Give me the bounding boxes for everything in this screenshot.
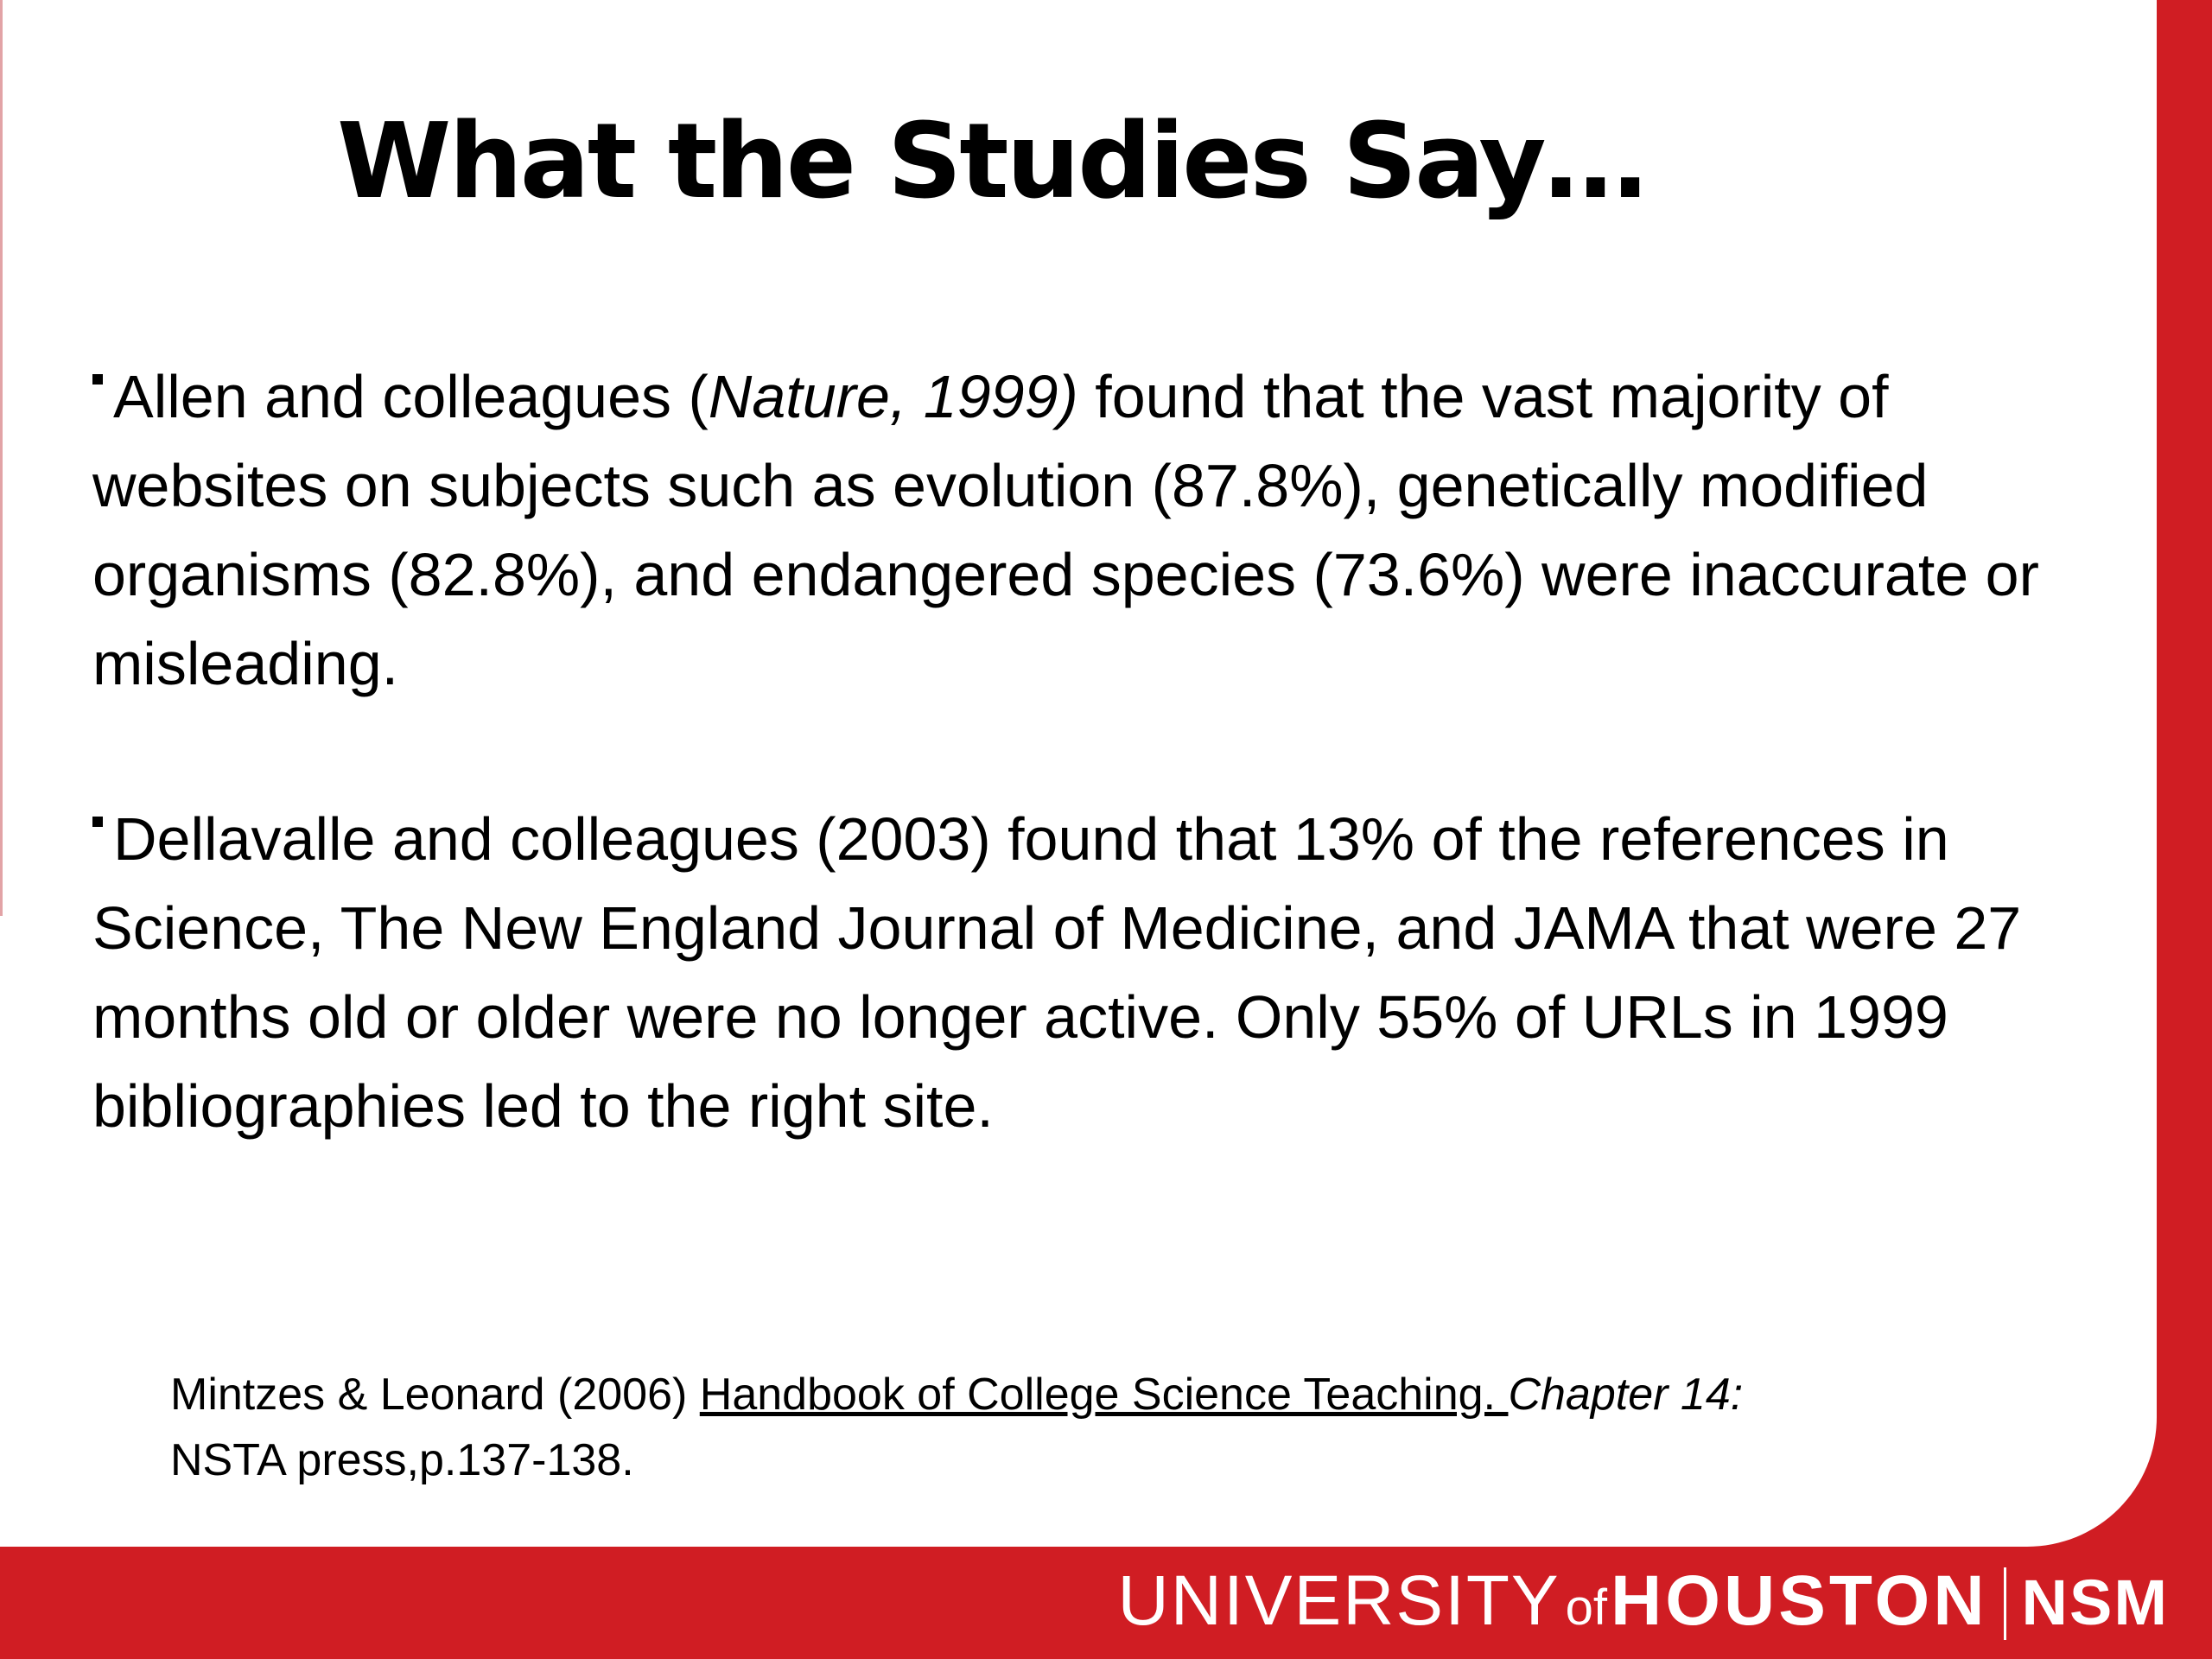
citation-authors: Mintzes & Leonard (2006) xyxy=(170,1370,700,1420)
square-bullet-icon xyxy=(92,373,103,385)
bullet-1-text-end: found that the vast majority of websites… xyxy=(92,363,2039,697)
logo-nsm-text: NSM xyxy=(2021,1567,2169,1638)
citation: Mintzes & Leonard (2006) Handbook of Col… xyxy=(170,1362,1743,1493)
bullet-dellavalle-study: Dellavalle and colleagues (2003) found t… xyxy=(92,795,2106,1151)
bullet-1-text-start: Allen and colleagues ( xyxy=(113,363,709,430)
citation-book-title: Handbook of College Science Teaching. xyxy=(699,1370,1509,1420)
slide-title: What the Studies Say… xyxy=(337,102,1648,222)
square-bullet-icon xyxy=(92,816,103,827)
content-panel: What the Studies Say… Allen and colleagu… xyxy=(0,0,2157,1547)
logo-university-text: UNIVERSITY xyxy=(1117,1561,1560,1640)
university-logo: UNIVERSITY of HOUSTON NSM xyxy=(1118,1560,2169,1647)
bullet-2-text: Dellavalle and colleagues (2003) found t… xyxy=(92,805,2022,1140)
logo-of-text: of xyxy=(1565,1580,1608,1636)
left-edge-accent xyxy=(0,0,3,916)
citation-publisher: NSTA press,p.137-138. xyxy=(170,1435,634,1485)
bullet-1-journal-italic: Nature, 1999) xyxy=(708,363,1078,430)
citation-chapter: Chapter 14: xyxy=(1508,1370,1744,1420)
bullet-allen-study: Allen and colleagues (Nature, 1999) foun… xyxy=(92,353,2106,709)
logo-houston-text: HOUSTON xyxy=(1611,1561,1988,1640)
logo-divider xyxy=(2003,1567,2006,1640)
